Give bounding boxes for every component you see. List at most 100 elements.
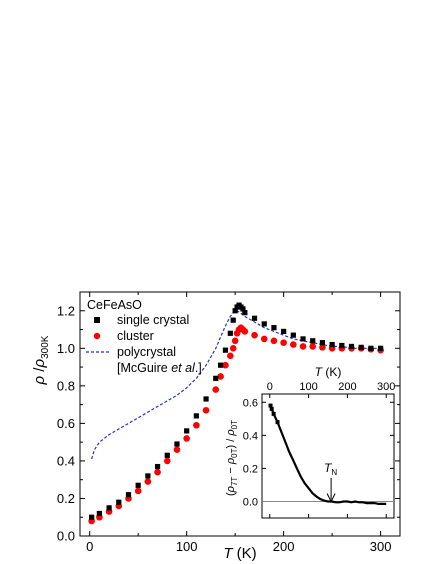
- main-x-axis-title: T (K): [223, 545, 256, 562]
- cluster-point: [290, 341, 297, 348]
- reference-part-1: [McGuire: [117, 361, 171, 375]
- reference-part-2: et al: [171, 361, 196, 375]
- inset-x-axis-title: T (K): [315, 365, 342, 379]
- single-crystal-point: [125, 492, 132, 498]
- cluster-point: [227, 352, 234, 360]
- cluster-point: [260, 335, 268, 343]
- inset-point: [275, 420, 280, 425]
- legend-marker-single-crystal: [94, 317, 100, 323]
- inset-x-tick-label: 200: [338, 381, 356, 393]
- main-y-tick-label: 1.2: [57, 303, 75, 318]
- single-crystal-point: [281, 328, 287, 335]
- main-y-tick-label: 0.4: [57, 453, 75, 468]
- cluster-point: [280, 339, 287, 346]
- tn-arrow-head: [326, 493, 336, 503]
- cluster-point: [229, 345, 237, 352]
- legend-label-single-crystal: single crystal: [117, 313, 189, 327]
- single-crystal-point: [290, 332, 296, 338]
- cluster-point: [222, 361, 229, 369]
- cluster-point: [212, 386, 220, 393]
- inset-axis-ticks: 0 100 200 300 0.0 0.2 0.4 0.6: [243, 381, 395, 518]
- legend-label-reference: [McGuire et al.]: [117, 361, 202, 375]
- cluster-point: [319, 344, 326, 351]
- single-crystal-point: [222, 347, 229, 353]
- single-crystal-point: [106, 505, 112, 511]
- inset-x-tick-label: 300: [377, 381, 395, 393]
- inset-point: [268, 403, 273, 408]
- single-crystal-point: [184, 428, 190, 434]
- single-crystal-point: [116, 499, 122, 505]
- cluster-point: [154, 468, 161, 476]
- legend-label-cluster: cluster: [117, 329, 154, 343]
- single-crystal-point: [213, 375, 219, 381]
- cluster-point: [134, 487, 142, 495]
- single-crystal-point: [368, 345, 374, 351]
- legend: single crystal cluster polycrystal [McGu…: [86, 313, 202, 375]
- single-crystal-point: [135, 482, 141, 488]
- inset-point: [271, 411, 276, 416]
- inset-y-axis-title: (ρ7T − ρ0T) / ρ0T: [225, 420, 239, 496]
- single-crystal-point: [251, 315, 258, 321]
- cluster-point: [309, 343, 317, 350]
- single-crystal-point: [319, 340, 326, 346]
- inset-series-layer: [262, 403, 394, 505]
- single-crystal-point: [240, 306, 246, 312]
- cluster-point: [270, 337, 278, 345]
- inset-y-tick-label: 0.6: [243, 397, 258, 409]
- cluster-point: [144, 478, 152, 485]
- cluster-point: [251, 331, 258, 339]
- main-x-tick-label: 300: [370, 539, 392, 554]
- main-y-axis-title: ρ /ρ300K: [31, 335, 51, 385]
- inset-x-tick-label: 0: [267, 381, 273, 393]
- inset-y-tick-label: 0.4: [243, 430, 258, 442]
- single-crystal-point: [145, 473, 151, 479]
- single-crystal-point: [271, 325, 277, 331]
- single-crystal-point: [164, 452, 170, 458]
- main-plot-frame: [79, 291, 401, 537]
- legend-label-polycrystal: polycrystal: [117, 345, 176, 359]
- single-crystal-point: [358, 344, 364, 350]
- single-crystal-point: [96, 510, 102, 517]
- main-x-tick-label: 200: [273, 539, 295, 554]
- main-axis-ticks: 0 100 200 300 0.0 0.2 0.4 0.6 0.8 1.0 1.2: [57, 292, 400, 554]
- main-y-tick-label: 0.8: [57, 378, 75, 393]
- single-crystal-point: [242, 310, 248, 316]
- cluster-point: [217, 373, 224, 380]
- inset-plot-frame: [261, 393, 395, 519]
- single-crystal-point: [154, 463, 161, 470]
- single-crystal-point: [203, 396, 209, 402]
- main-x-tick-label: 100: [176, 539, 198, 554]
- single-crystal-point: [329, 341, 335, 348]
- main-y-tick-label: 0.0: [57, 529, 75, 544]
- main-y-tick-label: 1.0: [57, 341, 75, 356]
- cluster-point: [183, 435, 190, 442]
- inset-series-line: [269, 405, 387, 505]
- single-crystal-point: [218, 362, 224, 368]
- tn-label: TN: [324, 461, 337, 477]
- inset-y-tick-label: 0.2: [243, 463, 258, 475]
- cluster-point: [299, 343, 307, 350]
- main-y-tick-label: 0.2: [57, 491, 75, 506]
- cluster-point: [173, 446, 181, 453]
- single-crystal-point: [378, 345, 384, 351]
- single-crystal-point: [230, 317, 236, 323]
- cluster-point: [231, 337, 239, 345]
- inset-y-tick-label: 0.0: [243, 496, 258, 508]
- single-crystal-point: [232, 308, 238, 314]
- legend-marker-cluster: [93, 332, 101, 340]
- single-crystal-point: [193, 413, 199, 419]
- single-crystal-point: [261, 321, 267, 327]
- single-crystal-point: [89, 514, 95, 520]
- inset-x-tick-label: 100: [299, 381, 317, 393]
- single-crystal-point: [300, 336, 306, 342]
- inset-point: [269, 406, 274, 411]
- single-crystal-point: [310, 338, 316, 344]
- single-crystal-point: [348, 343, 355, 350]
- single-crystal-point: [339, 342, 345, 349]
- main-y-tick-label: 0.6: [57, 416, 75, 431]
- tn-annotation: TN: [324, 461, 337, 503]
- single-crystal-point: [227, 330, 233, 336]
- sample-annotation: CeFeAsO: [87, 298, 142, 312]
- main-series-layer: [88, 302, 384, 525]
